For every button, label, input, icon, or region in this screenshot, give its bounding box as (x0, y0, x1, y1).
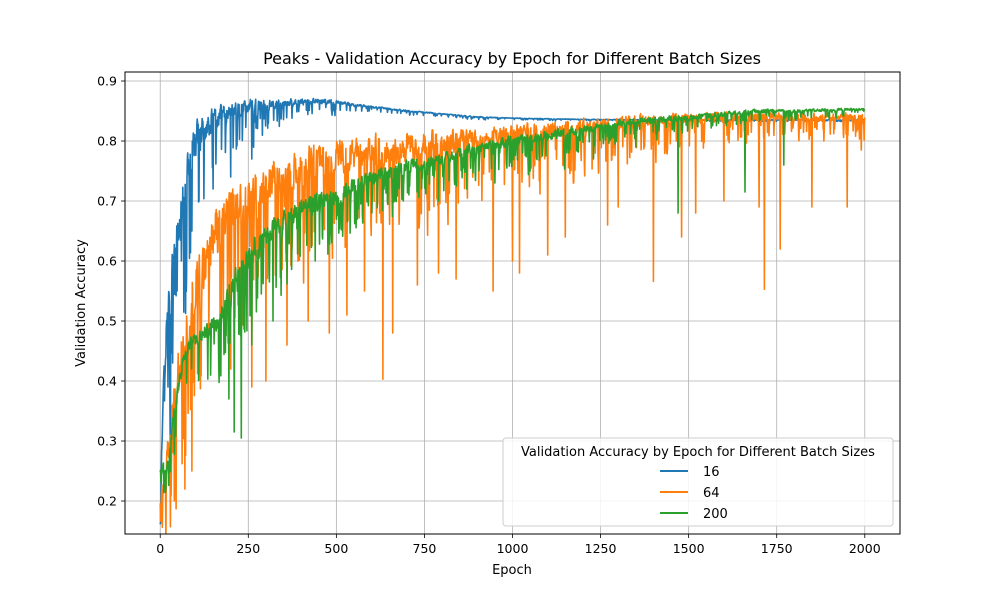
x-tick-label: 1250 (585, 541, 617, 556)
y-tick-label: 0.6 (97, 254, 117, 269)
y-tick-label: 0.7 (97, 194, 117, 209)
x-tick-label: 1500 (673, 541, 705, 556)
x-tick-label: 500 (324, 541, 348, 556)
x-axis-label: Epoch (492, 563, 532, 578)
legend-box (502, 437, 894, 527)
legend-label: 64 (703, 486, 720, 501)
x-tick-label: 1750 (761, 541, 793, 556)
y-axis-label: Validation Accuracy (74, 239, 89, 367)
x-tick-label: 750 (413, 541, 437, 556)
x-tick-label: 250 (236, 541, 260, 556)
y-tick-label: 0.5 (97, 314, 117, 329)
series-line-64 (159, 111, 866, 534)
legend: Validation Accuracy by Epoch for Differe… (502, 437, 894, 527)
series-lines (159, 97, 866, 534)
y-tick-label: 0.9 (97, 74, 117, 89)
y-tick-label: 0.3 (97, 434, 117, 449)
legend-items: 16 64 200 (660, 465, 728, 522)
x-tick-label: 0 (156, 541, 164, 556)
y-axis: 0.2 0.3 0.4 0.5 0.6 0.7 0.8 0.9 (97, 74, 125, 509)
y-tick-label: 0.8 (97, 134, 117, 149)
plot-area (159, 97, 866, 534)
legend-title: Validation Accuracy by Epoch for Differe… (521, 445, 875, 460)
x-tick-label: 1000 (497, 541, 529, 556)
legend-label: 200 (703, 507, 728, 522)
y-tick-label: 0.2 (97, 494, 117, 509)
series-line-200 (159, 107, 866, 494)
x-axis: 0 250 500 750 1000 1250 1500 1750 2000 (156, 534, 881, 556)
x-tick-label: 2000 (849, 541, 881, 556)
chart-title: Peaks - Validation Accuracy by Epoch for… (263, 49, 761, 68)
legend-label: 16 (703, 465, 720, 480)
y-tick-label: 0.4 (97, 374, 117, 389)
